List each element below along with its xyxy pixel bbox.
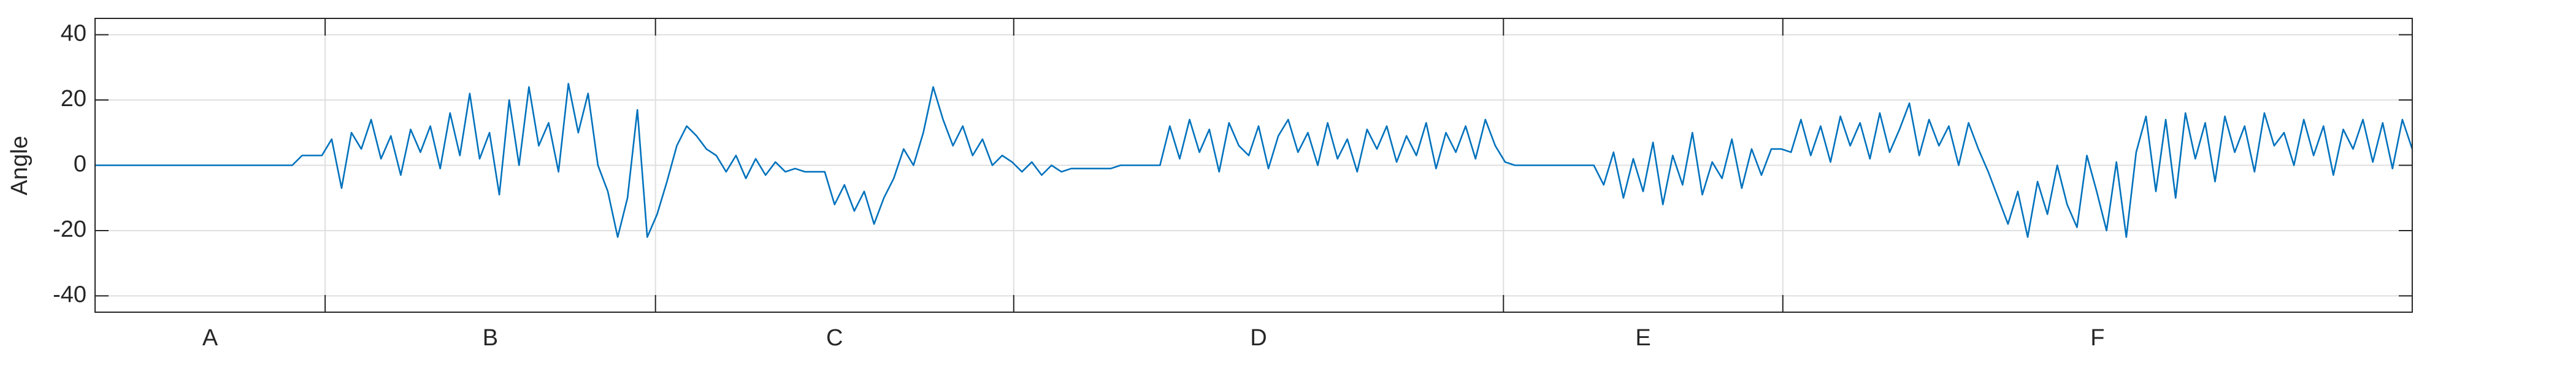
y-tick-label: -20 — [53, 217, 86, 242]
x-category-label: D — [1250, 325, 1267, 351]
y-tick-label: 40 — [61, 21, 86, 47]
y-tick-label: 20 — [61, 86, 86, 112]
x-category-label: A — [202, 325, 218, 351]
x-category-label: E — [1635, 325, 1650, 351]
y-tick-label: 0 — [74, 151, 86, 177]
plot-frame — [94, 18, 2413, 313]
data-line — [95, 83, 2413, 238]
y-axis-label: Angle — [7, 136, 33, 195]
y-tick-label: -40 — [53, 282, 86, 307]
x-category-label: C — [826, 325, 843, 351]
x-category-label: B — [483, 325, 498, 351]
x-category-label: F — [2090, 325, 2104, 351]
